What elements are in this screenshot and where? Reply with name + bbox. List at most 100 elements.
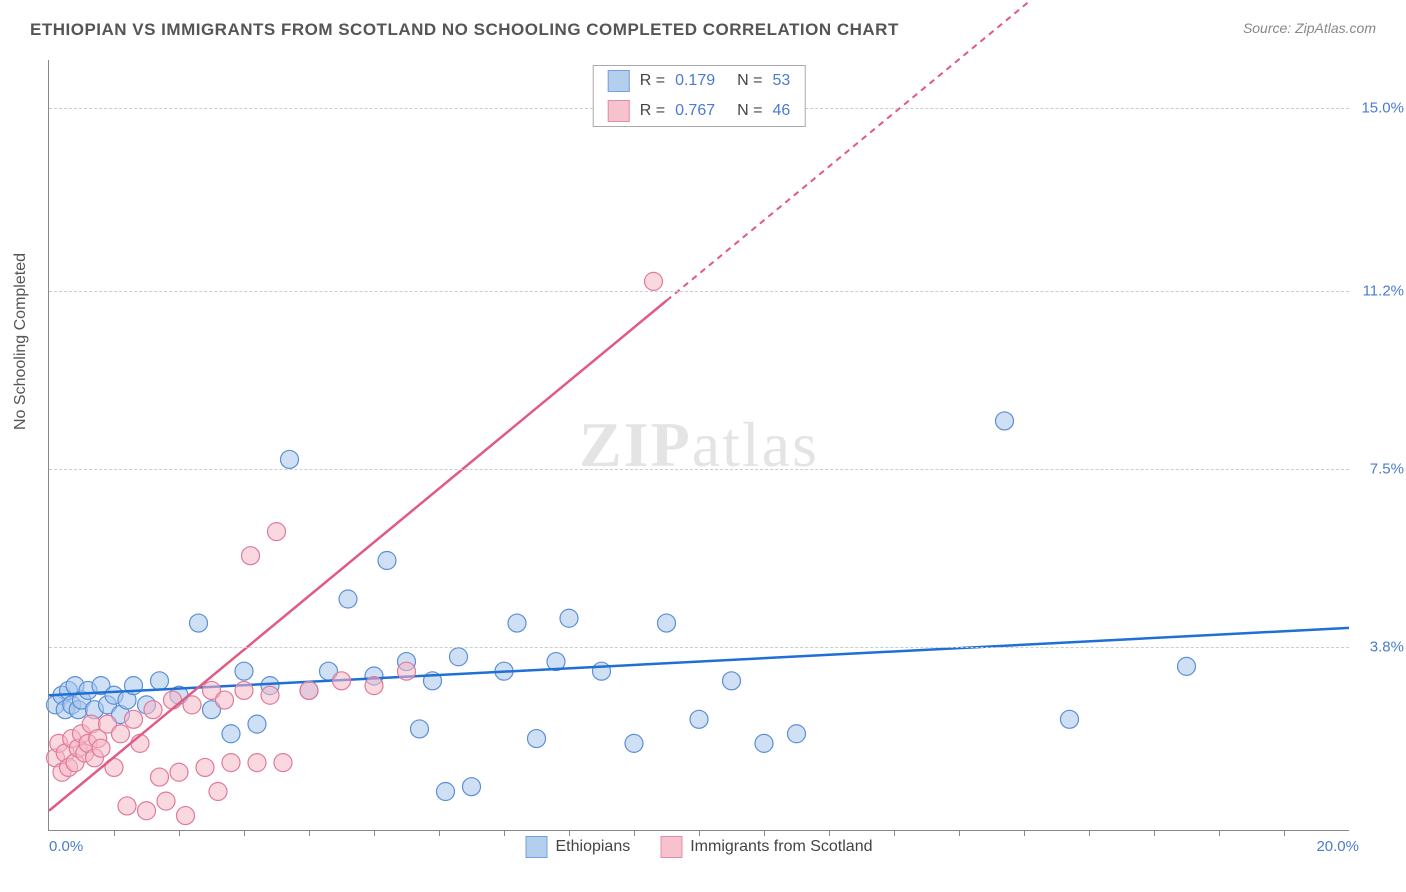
x-tick	[1154, 830, 1155, 836]
legend-label-ethiopians: Ethiopians	[556, 838, 631, 856]
data-point	[788, 725, 806, 743]
data-point	[625, 734, 643, 752]
data-point	[112, 725, 130, 743]
data-point	[144, 701, 162, 719]
trend-line	[49, 301, 667, 811]
data-point	[593, 662, 611, 680]
x-axis-max: 20.0%	[1316, 838, 1359, 855]
y-axis-tick-label: 15.0%	[1361, 100, 1404, 117]
x-tick	[634, 830, 635, 836]
r-value-pink: 0.767	[675, 102, 715, 120]
data-point	[170, 763, 188, 781]
data-point	[164, 691, 182, 709]
data-point	[398, 662, 416, 680]
x-tick	[244, 830, 245, 836]
legend-row-blue: R = 0.179 N = 53	[594, 66, 805, 96]
x-tick	[1219, 830, 1220, 836]
gridline	[49, 291, 1349, 292]
data-point	[645, 272, 663, 290]
data-point	[138, 802, 156, 820]
legend-label-scotland: Immigrants from Scotland	[690, 838, 872, 856]
x-tick	[374, 830, 375, 836]
chart-title: ETHIOPIAN VS IMMIGRANTS FROM SCOTLAND NO…	[30, 20, 899, 40]
data-point	[339, 590, 357, 608]
x-tick	[1284, 830, 1285, 836]
data-point	[463, 778, 481, 796]
y-axis-tick-label: 11.2%	[1363, 283, 1404, 300]
x-tick	[114, 830, 115, 836]
data-point	[209, 783, 227, 801]
x-axis-min: 0.0%	[49, 838, 83, 855]
x-tick	[699, 830, 700, 836]
data-point	[508, 614, 526, 632]
data-point	[723, 672, 741, 690]
data-point	[248, 754, 266, 772]
data-point	[125, 710, 143, 728]
data-point	[281, 450, 299, 468]
data-point	[242, 547, 260, 565]
data-point	[560, 609, 578, 627]
data-point	[274, 754, 292, 772]
x-tick	[764, 830, 765, 836]
data-point	[235, 662, 253, 680]
data-point	[177, 807, 195, 825]
legend-row-pink: R = 0.767 N = 46	[594, 96, 805, 126]
data-point	[235, 681, 253, 699]
x-tick	[894, 830, 895, 836]
data-point	[755, 734, 773, 752]
data-point	[528, 730, 546, 748]
y-axis-label: No Schooling Completed	[12, 253, 30, 430]
data-point	[190, 614, 208, 632]
n-value-blue: 53	[772, 72, 790, 90]
x-tick	[1024, 830, 1025, 836]
data-point	[222, 754, 240, 772]
x-tick	[179, 830, 180, 836]
data-point	[92, 739, 110, 757]
x-tick	[309, 830, 310, 836]
data-point	[365, 677, 383, 695]
data-point	[151, 672, 169, 690]
data-point	[1061, 710, 1079, 728]
n-value-pink: 46	[772, 102, 790, 120]
x-tick	[569, 830, 570, 836]
data-point	[268, 523, 286, 541]
data-point	[248, 715, 266, 733]
plot-area: R = 0.179 N = 53 R = 0.767 N = 46 ZIPatl…	[48, 60, 1349, 831]
correlation-legend: R = 0.179 N = 53 R = 0.767 N = 46	[593, 65, 806, 127]
data-point	[261, 686, 279, 704]
data-point	[411, 720, 429, 738]
x-tick	[959, 830, 960, 836]
x-tick	[1089, 830, 1090, 836]
x-tick	[504, 830, 505, 836]
data-point	[378, 552, 396, 570]
data-point	[437, 783, 455, 801]
gridline	[49, 647, 1349, 648]
swatch-blue-icon	[526, 836, 548, 858]
legend-item-ethiopians: Ethiopians	[526, 836, 631, 858]
data-point	[151, 768, 169, 786]
data-point	[157, 792, 175, 810]
trend-line-extension	[667, 0, 1350, 301]
x-tick	[829, 830, 830, 836]
data-point	[1178, 657, 1196, 675]
swatch-pink	[608, 100, 630, 122]
scatter-svg	[49, 60, 1349, 830]
data-point	[196, 758, 214, 776]
data-point	[222, 725, 240, 743]
r-value-blue: 0.179	[675, 72, 715, 90]
data-point	[118, 797, 136, 815]
data-point	[300, 681, 318, 699]
data-point	[996, 412, 1014, 430]
gridline	[49, 469, 1349, 470]
x-tick	[439, 830, 440, 836]
data-point	[658, 614, 676, 632]
swatch-pink-icon	[660, 836, 682, 858]
data-point	[216, 691, 234, 709]
legend-item-scotland: Immigrants from Scotland	[660, 836, 872, 858]
source-attribution: Source: ZipAtlas.com	[1243, 20, 1376, 36]
data-point	[450, 648, 468, 666]
data-point	[333, 672, 351, 690]
data-point	[690, 710, 708, 728]
swatch-blue	[608, 70, 630, 92]
y-axis-tick-label: 7.5%	[1370, 461, 1404, 478]
